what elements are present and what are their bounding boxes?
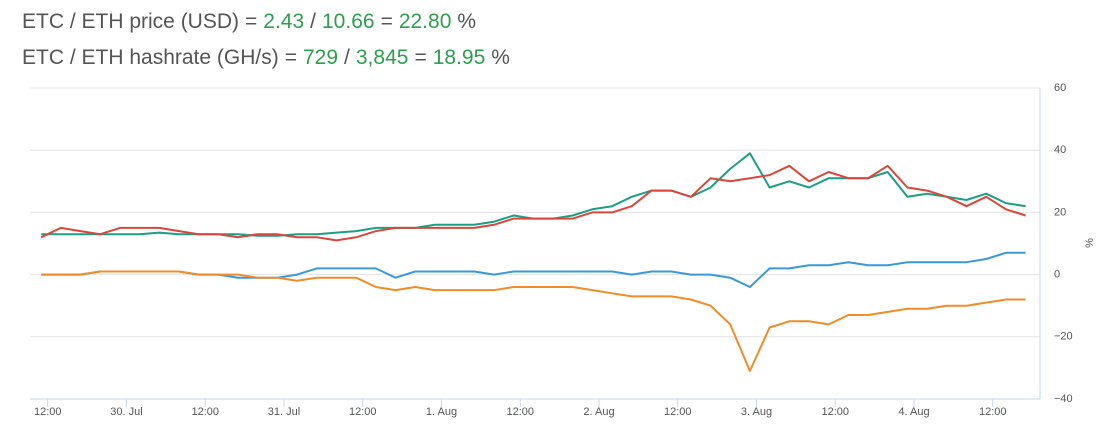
series-line <box>40 164 1026 242</box>
y-tick-label: 20 <box>1054 206 1066 218</box>
header-part: % <box>491 46 510 69</box>
x-tick-label: 2. Aug <box>583 406 614 418</box>
x-tick-label: 12:00 <box>349 406 377 418</box>
header-part: 10.66 <box>322 10 375 33</box>
x-tick-label: 30. Jul <box>110 406 142 418</box>
x-tick-label: 4. Aug <box>898 406 929 418</box>
x-tick-label: 12:00 <box>191 406 219 418</box>
y-axis-label: % <box>1084 238 1096 248</box>
header-part: % <box>457 10 476 33</box>
header-part: / <box>310 10 316 33</box>
x-tick-label: 12:00 <box>506 406 534 418</box>
y-tick-label: 0 <box>1054 269 1060 281</box>
x-tick-label: 12:00 <box>821 406 849 418</box>
header-part: ETC / ETH price (USD) <box>22 10 239 33</box>
header-part: 22.80 <box>399 10 452 33</box>
y-tick-label: 40 <box>1054 144 1066 156</box>
header-part: 2.43 <box>263 10 304 33</box>
header-part: = <box>285 46 297 69</box>
header-part: = <box>381 10 393 33</box>
header-part: 3,845 <box>356 46 409 69</box>
y-tick-label: 60 <box>1054 82 1066 94</box>
header-part: / <box>344 46 350 69</box>
x-tick-label: 12:00 <box>979 406 1007 418</box>
series-line <box>41 251 1026 288</box>
header-part: ETC / ETH hashrate (GH/s) <box>22 46 279 69</box>
series-line <box>41 152 1026 237</box>
x-tick-label: 12:00 <box>664 406 692 418</box>
x-tick-label: 31. Jul <box>268 406 300 418</box>
x-tick-label: 12:00 <box>34 406 62 418</box>
header-part: = <box>245 10 257 33</box>
x-tick-label: 1. Aug <box>426 406 457 418</box>
x-tick-label: 3. Aug <box>741 406 772 418</box>
header-line: ETC / ETH price (USD) = 2.43 / 10.66 = 22.80% <box>22 10 476 33</box>
y-tick-label: −20 <box>1054 331 1073 343</box>
header-part: 729 <box>303 46 338 69</box>
y-tick-label: −40 <box>1054 393 1073 405</box>
header-part: 18.95 <box>433 46 486 69</box>
header-line: ETC / ETH hashrate (GH/s) = 729/3,845 = 18.9… <box>22 46 510 69</box>
series-line <box>41 270 1026 372</box>
header-part: = <box>414 46 426 69</box>
